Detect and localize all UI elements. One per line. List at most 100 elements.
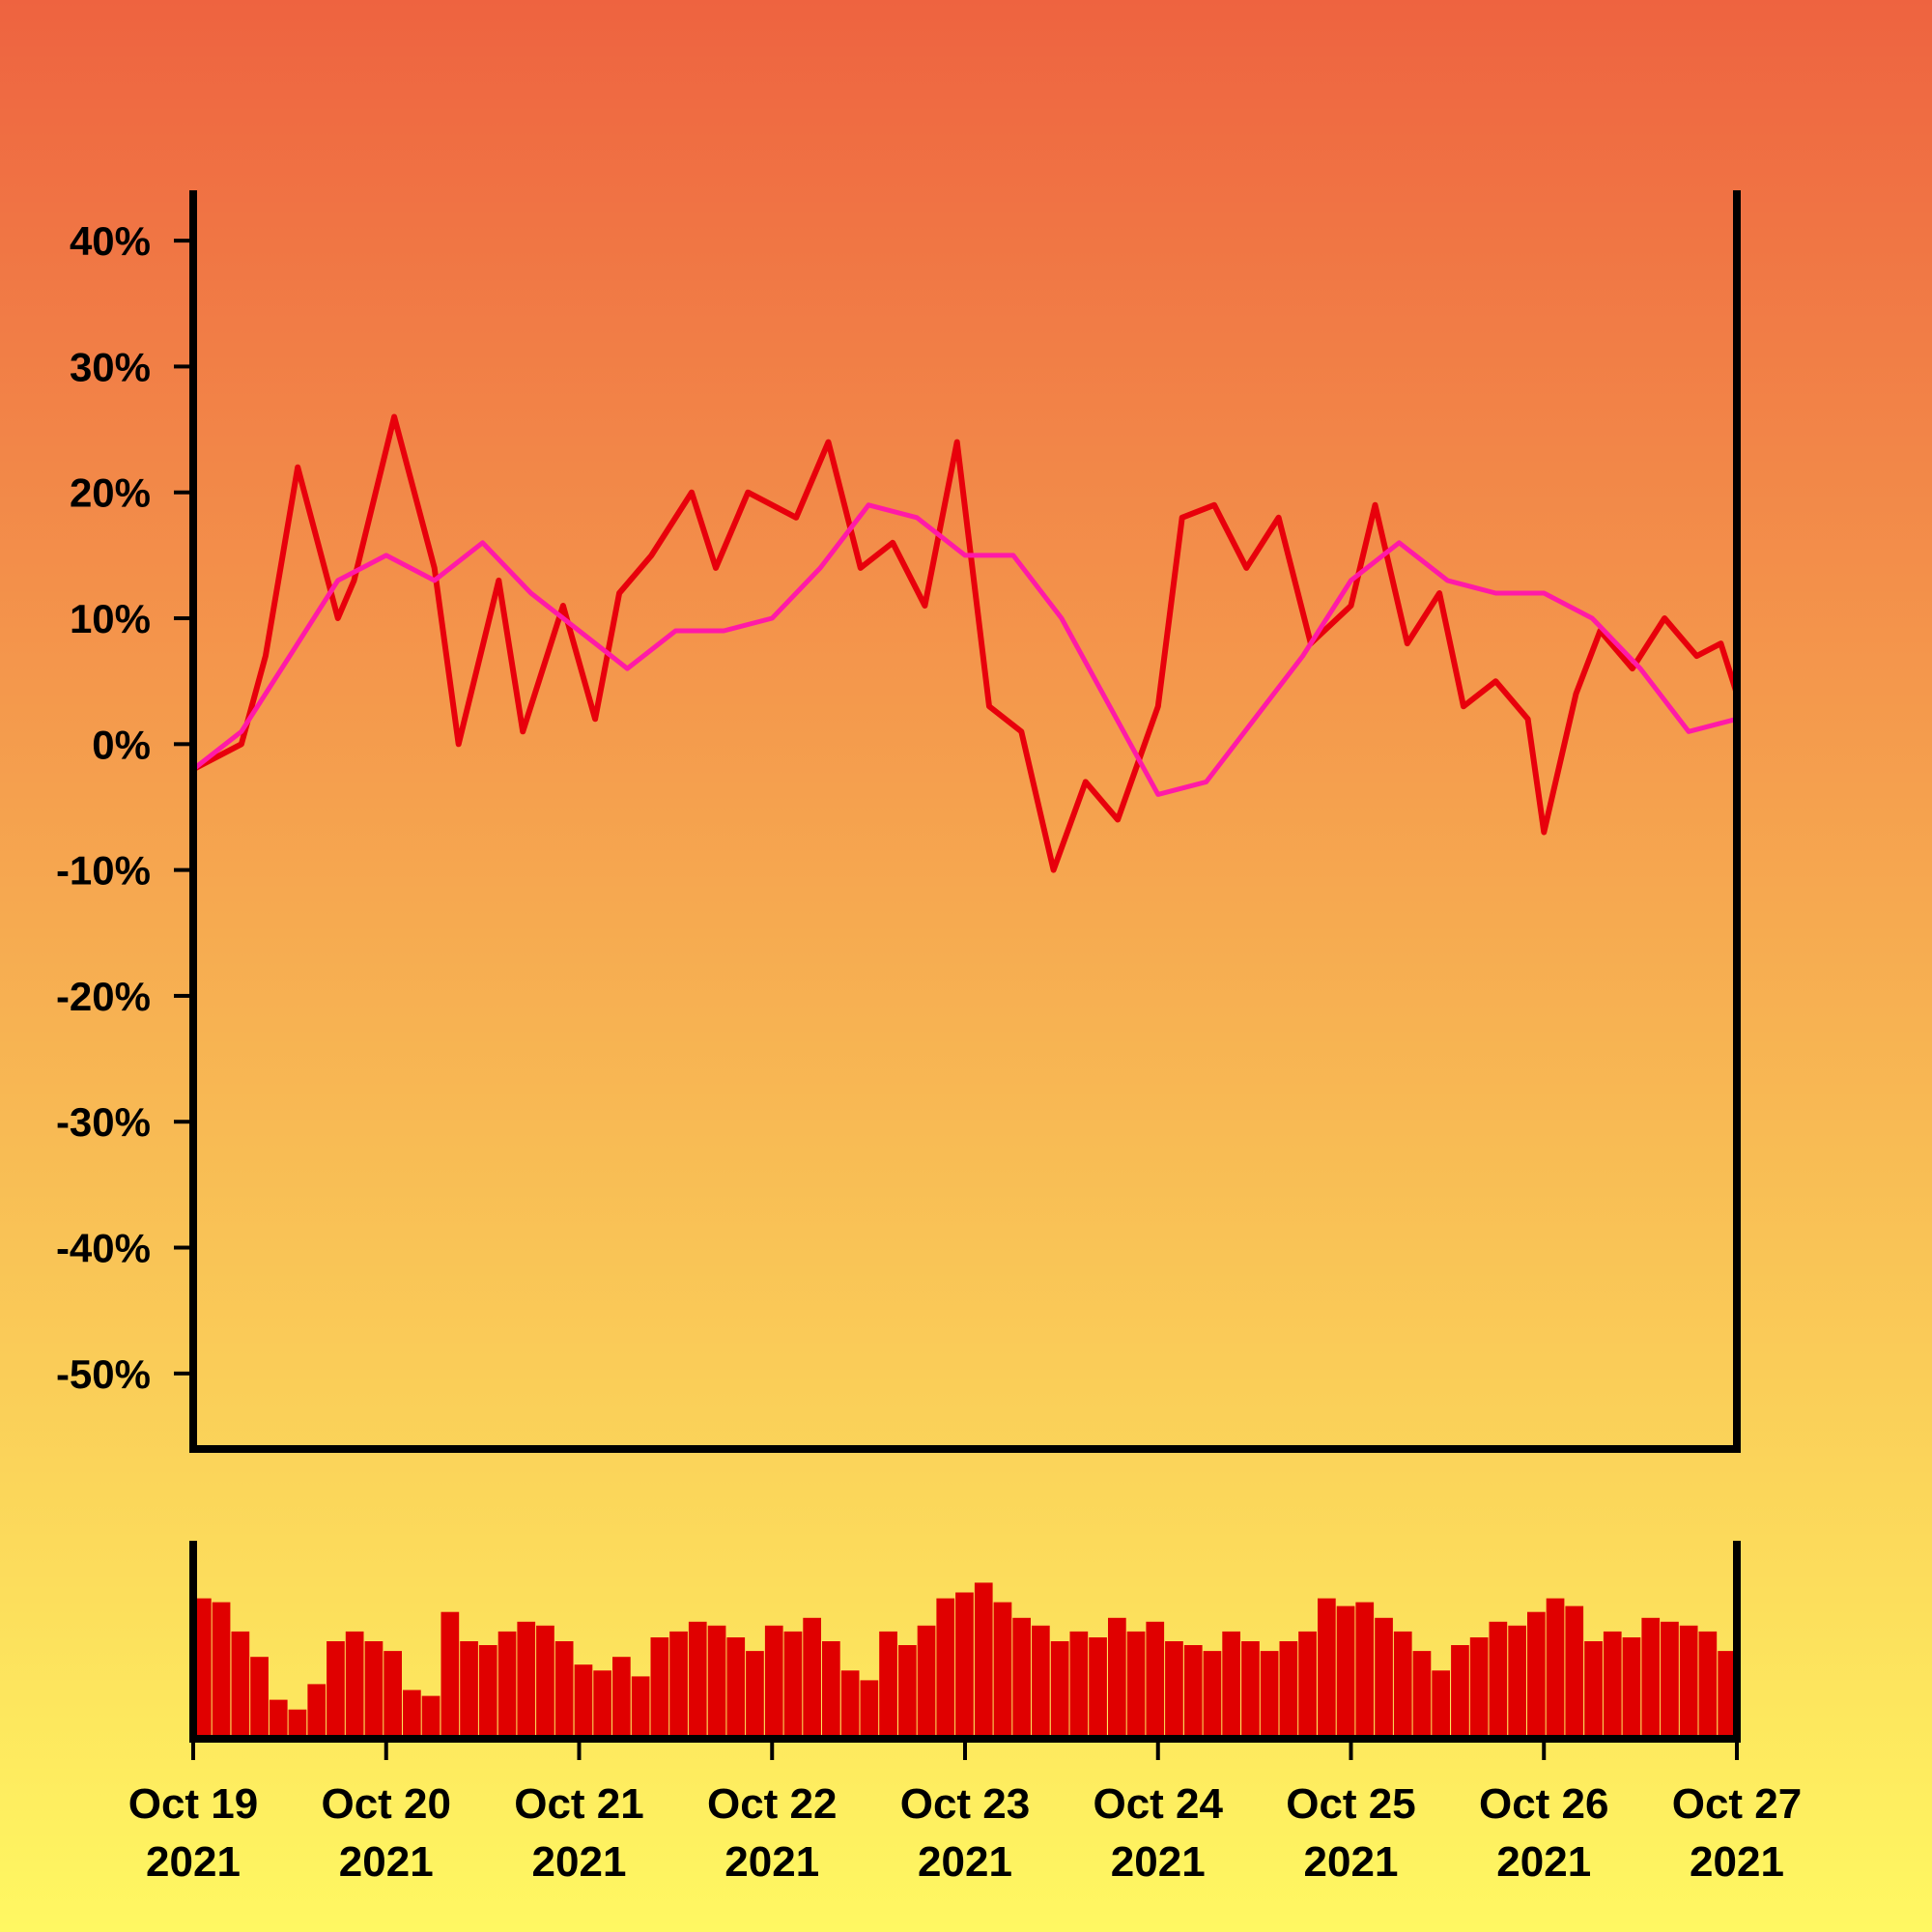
volume-bar xyxy=(307,1684,327,1739)
volume-bar xyxy=(612,1657,631,1739)
volume-bar xyxy=(1565,1605,1584,1739)
volume-bar xyxy=(1050,1641,1069,1739)
volume-bar xyxy=(1469,1637,1489,1739)
volume-bar xyxy=(1718,1651,1736,1739)
volume-bar xyxy=(250,1657,269,1739)
volume-bar xyxy=(1412,1651,1432,1739)
volume-bar xyxy=(1260,1651,1279,1739)
y-tick-label: -30% xyxy=(56,1099,151,1145)
x-tick-label-date: Oct 22 xyxy=(707,1780,838,1828)
volume-bar xyxy=(955,1592,974,1739)
volume-bar xyxy=(822,1641,840,1739)
volume-bar xyxy=(879,1631,897,1739)
y-tick-label: -10% xyxy=(56,848,151,894)
volume-bar xyxy=(384,1651,402,1739)
volume-bar xyxy=(1661,1621,1679,1739)
volume-bar xyxy=(193,1598,212,1739)
volume-bar xyxy=(1584,1641,1603,1739)
x-tick-label-year: 2021 xyxy=(1690,1838,1784,1886)
volume-bar xyxy=(1012,1617,1031,1739)
x-tick-label-date: Oct 21 xyxy=(514,1780,644,1828)
volume-bar xyxy=(593,1670,611,1739)
volume-bar xyxy=(1641,1617,1661,1739)
x-tick-label-year: 2021 xyxy=(918,1838,1012,1886)
volume-bar xyxy=(783,1631,803,1739)
volume-bar xyxy=(803,1617,821,1739)
x-tick-label-year: 2021 xyxy=(339,1838,434,1886)
volume-bar xyxy=(1698,1631,1718,1739)
volume-bar xyxy=(517,1621,536,1739)
volume-bar xyxy=(478,1645,497,1739)
volume-bar xyxy=(898,1645,917,1739)
x-tick-label-date: Oct 20 xyxy=(321,1780,451,1828)
volume-bar xyxy=(460,1641,478,1739)
volume-bar xyxy=(1355,1602,1375,1739)
volume-bar xyxy=(1126,1631,1146,1739)
volume-bar xyxy=(860,1680,879,1739)
volume-bar xyxy=(1527,1611,1546,1739)
volume-bar xyxy=(669,1631,688,1739)
y-tick-label: 0% xyxy=(92,722,151,767)
volume-bar xyxy=(440,1611,460,1739)
y-tick-label: 20% xyxy=(70,470,151,516)
volume-bar xyxy=(574,1664,593,1739)
moving-average-line xyxy=(190,502,1740,797)
volume-bar xyxy=(497,1631,517,1739)
y-tick-label: -50% xyxy=(56,1351,151,1397)
volume-bar xyxy=(1032,1625,1050,1739)
volume-bar xyxy=(1089,1637,1107,1739)
volume-bar xyxy=(231,1631,250,1739)
volume-bar xyxy=(993,1602,1012,1739)
volume-bar xyxy=(1108,1617,1126,1739)
volume-bar xyxy=(1603,1631,1622,1739)
x-tick-label-year: 2021 xyxy=(532,1838,627,1886)
volume-bar xyxy=(1546,1598,1565,1739)
x-tick-label-year: 2021 xyxy=(1496,1838,1591,1886)
volume-bar xyxy=(726,1637,746,1739)
volume-bar xyxy=(1508,1625,1526,1739)
volume-bar xyxy=(1451,1645,1469,1739)
volume-bar xyxy=(421,1695,440,1739)
volume-bar xyxy=(707,1625,726,1739)
volume-bar xyxy=(1165,1641,1183,1739)
volume-bar xyxy=(688,1621,707,1739)
volume-bar xyxy=(327,1641,345,1739)
x-tick-label-year: 2021 xyxy=(724,1838,819,1886)
volume-bar xyxy=(1432,1670,1450,1739)
volume-bar xyxy=(936,1598,955,1739)
volume-bar xyxy=(1069,1631,1089,1739)
volume-bar xyxy=(364,1641,384,1739)
y-tick-label: 10% xyxy=(70,596,151,641)
volume-bar xyxy=(403,1690,421,1739)
volume-bar xyxy=(212,1602,231,1739)
volume-bar xyxy=(840,1670,860,1739)
volume-bar xyxy=(536,1625,554,1739)
volume-bar xyxy=(650,1637,669,1739)
x-tick-label-date: Oct 23 xyxy=(900,1780,1031,1828)
x-tick-label-date: Oct 24 xyxy=(1093,1780,1223,1828)
y-tick-label: 40% xyxy=(70,218,151,264)
volume-bar xyxy=(554,1641,574,1739)
x-tick-label-year: 2021 xyxy=(1304,1838,1399,1886)
volume-bar xyxy=(1241,1641,1260,1739)
volume-bar xyxy=(1622,1637,1641,1739)
volume-bar xyxy=(746,1651,764,1739)
y-tick-label: -40% xyxy=(56,1226,151,1271)
volume-bar xyxy=(1146,1621,1165,1739)
volume-bar xyxy=(1279,1641,1298,1739)
volume-bar xyxy=(1183,1645,1203,1739)
volume-bar xyxy=(345,1631,364,1739)
volume-bar xyxy=(1298,1631,1317,1739)
price-series-line xyxy=(190,413,1740,873)
volume-bar xyxy=(631,1676,650,1739)
volume-panel: Oct 19 2021 Oct 20 2021 Oct 21 2021 Oct 22 2021… xyxy=(128,1541,1803,1886)
y-tick-label: 30% xyxy=(70,344,151,389)
volume-bar xyxy=(917,1625,936,1739)
volume-bar xyxy=(1375,1617,1393,1739)
x-tick-label-year: 2021 xyxy=(1111,1838,1206,1886)
x-tick-label-date: Oct 27 xyxy=(1672,1780,1803,1828)
volume-bar xyxy=(1222,1631,1240,1739)
volume-bar xyxy=(1318,1598,1336,1739)
